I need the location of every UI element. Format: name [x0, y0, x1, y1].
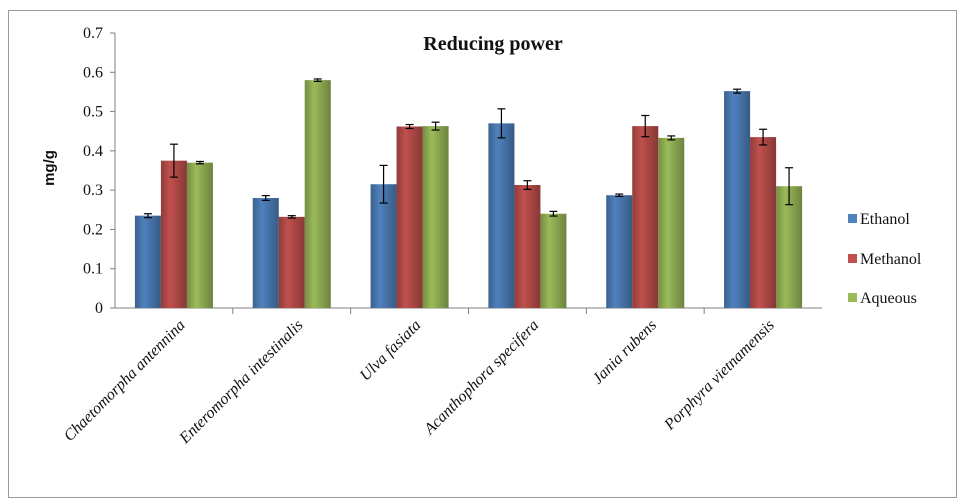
bar-shading: [632, 126, 659, 308]
legend-label-aqueous: Aqueous: [860, 290, 917, 307]
plot-area: 0 0.1 0.2 0.3 0.4 0.5 0.6 0.7 Chaetomorpha anten…: [61, 25, 822, 448]
y-tick-label: 0.4: [83, 143, 103, 160]
bar-shading: [658, 137, 685, 308]
bar-shading: [396, 126, 423, 308]
y-tick-label: 0.1: [83, 261, 103, 278]
legend-swatch-aqueous: [848, 293, 857, 302]
bar-shading: [488, 123, 515, 308]
x-category-label: Enteromorpha intestinalis: [176, 317, 307, 448]
x-category-label: Acanthophora specifera: [420, 317, 542, 439]
x-category-label: Chaetomorpha antennina: [61, 317, 189, 445]
bar-shading: [278, 216, 305, 308]
x-category-label: Jania rubens: [589, 317, 660, 388]
bar-shading: [186, 162, 213, 308]
bar-shading: [252, 198, 279, 308]
legend: Ethanol Methanol Aqueous: [848, 211, 922, 307]
legend-label-methanol: Methanol: [860, 251, 922, 268]
bar-shading: [750, 137, 777, 308]
bar-shading: [724, 91, 751, 309]
bar-shading: [160, 160, 187, 308]
x-category-label: Porphyra vietnamensis: [661, 317, 778, 434]
y-tick-label: 0: [95, 300, 103, 317]
x-category-label: Ulva fasiata: [357, 317, 425, 385]
legend-swatch-methanol: [848, 254, 857, 263]
chart-title: Reducing power: [423, 33, 563, 55]
bar-shading: [304, 80, 331, 309]
y-axis-label: mg/g: [41, 150, 58, 186]
y-tick-label: 0.3: [83, 182, 103, 199]
legend-label-ethanol: Ethanol: [860, 211, 910, 228]
y-tick-label: 0.6: [83, 64, 103, 81]
y-tick-label: 0.2: [83, 221, 103, 238]
bar-shading: [514, 185, 541, 308]
legend-swatch-ethanol: [848, 214, 857, 223]
y-tick-label: 0.5: [83, 104, 103, 121]
bar-shading: [134, 215, 161, 308]
y-tick-label: 0.7: [83, 25, 103, 42]
bar-shading: [540, 213, 567, 308]
bar-shading: [606, 195, 633, 308]
bar-shading: [776, 186, 803, 308]
bar-shading: [422, 126, 449, 308]
bar-shading: [370, 184, 397, 308]
